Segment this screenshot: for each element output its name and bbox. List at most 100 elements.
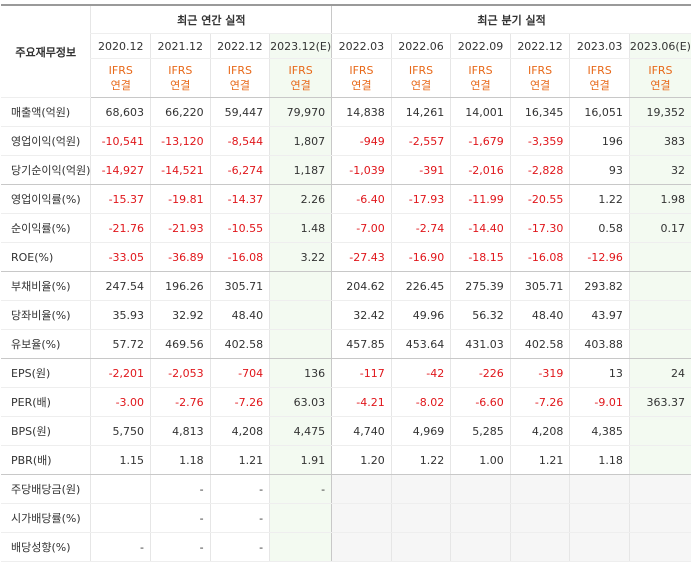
value-cell: 1.22 xyxy=(569,184,630,214)
standard-name: IFRS xyxy=(288,64,313,77)
value-cell: 43.97 xyxy=(569,300,630,330)
value-cell: 4,208 xyxy=(509,416,570,446)
value-cell: 93 xyxy=(569,155,630,185)
standard-name: IFRS xyxy=(108,64,133,77)
value-cell xyxy=(269,329,332,359)
value-cell: 32.42 xyxy=(331,300,392,330)
value-cell: 1.15 xyxy=(90,445,151,475)
data-row: BPS(원) 5,750 4,813 4,208 4,475 4,740 4,969 5,28… xyxy=(1,416,691,446)
value-cell: -3,359 xyxy=(509,126,570,156)
value-cell: 5,285 xyxy=(450,416,511,446)
value-cell: - xyxy=(209,474,270,504)
data-row: 당기순이익(억원) -14,927 -14,521 -6,274 1,187 -1,039… xyxy=(1,155,691,185)
value-cell: -226 xyxy=(450,358,511,388)
standard-basis: 연결 xyxy=(529,79,551,92)
standard-basis: 연결 xyxy=(351,79,372,92)
data-row: 주당배당금(원) - - - xyxy=(1,474,691,504)
standard-basis: 연결 xyxy=(229,79,250,92)
value-cell: 16,345 xyxy=(509,97,570,127)
row-label: 영업이익률(%) xyxy=(1,184,91,214)
value-cell: -36.89 xyxy=(150,242,211,272)
standard: IFRS 연결 xyxy=(390,58,451,98)
value-cell: 402.58 xyxy=(509,329,570,359)
value-cell: 383 xyxy=(628,126,691,156)
value-cell: 66,220 xyxy=(150,97,211,127)
value-cell: -319 xyxy=(509,358,570,388)
value-cell: 204.62 xyxy=(331,271,392,301)
value-cell xyxy=(331,474,392,504)
value-cell: 453.64 xyxy=(390,329,451,359)
data-row: 유보율(%) 57.72 469.56 402.58 457.85 453.64 431.0… xyxy=(1,329,691,359)
value-cell: 226.45 xyxy=(390,271,451,301)
row-label: 영업이익(억원) xyxy=(1,126,91,156)
period: 2023.12(E) xyxy=(269,33,332,59)
row-label: 주당배당금(원) xyxy=(1,474,91,504)
standard-name: IFRS xyxy=(587,64,612,77)
value-cell: 196 xyxy=(569,126,630,156)
standard: IFRS 연결 xyxy=(209,58,270,98)
value-cell: 4,208 xyxy=(209,416,270,446)
value-cell: 275.39 xyxy=(450,271,511,301)
value-cell: -14,521 xyxy=(150,155,211,185)
value-cell: 1.20 xyxy=(331,445,392,475)
data-row: 부채비율(%) 247.54 196.26 305.71 204.62 226.45 275… xyxy=(1,271,691,301)
value-cell: -42 xyxy=(390,358,451,388)
value-cell: -7.26 xyxy=(209,387,270,417)
row-label: BPS(원) xyxy=(1,416,91,446)
value-cell: -7.26 xyxy=(509,387,570,417)
value-cell: -27.43 xyxy=(331,242,392,272)
value-cell: -16.90 xyxy=(390,242,451,272)
value-cell xyxy=(628,271,691,301)
value-cell xyxy=(450,474,511,504)
value-cell: - xyxy=(90,532,151,562)
standard-basis: 연결 xyxy=(589,79,610,92)
value-cell: -4.21 xyxy=(331,387,392,417)
value-cell: 247.54 xyxy=(90,271,151,301)
value-cell: -3.00 xyxy=(90,387,151,417)
standard-name: IFRS xyxy=(408,64,434,77)
value-cell xyxy=(628,532,691,562)
value-cell: -2,201 xyxy=(90,358,151,388)
value-cell: 1.21 xyxy=(509,445,570,475)
value-cell: -16.08 xyxy=(209,242,270,272)
standard-name: IFRS xyxy=(468,64,493,77)
standard: IFRS 연결 xyxy=(450,58,511,98)
standard-basis: 연결 xyxy=(410,79,432,92)
value-cell: 59,447 xyxy=(209,97,270,127)
value-cell: 48.40 xyxy=(209,300,270,330)
standard: IFRS 연결 xyxy=(509,58,570,98)
value-cell: 4,740 xyxy=(331,416,392,446)
row-label: 당좌비율(%) xyxy=(1,300,91,330)
value-cell: 57.72 xyxy=(90,329,151,359)
value-cell: 363.37 xyxy=(628,387,691,417)
period: 2021.12 xyxy=(150,33,211,59)
value-cell: 16,051 xyxy=(569,97,630,127)
standard: IFRS 연결 xyxy=(90,58,151,98)
value-cell: -19.81 xyxy=(150,184,211,214)
value-cell xyxy=(390,474,451,504)
value-cell: 32 xyxy=(628,155,691,185)
value-cell: 2.26 xyxy=(269,184,332,214)
value-cell: 4,475 xyxy=(269,416,332,446)
value-cell: 14,261 xyxy=(390,97,451,127)
value-cell xyxy=(628,329,691,359)
value-cell: 1.91 xyxy=(269,445,332,475)
row-label: 부채비율(%) xyxy=(1,271,91,301)
value-cell: 14,001 xyxy=(450,97,511,127)
value-cell: 469.56 xyxy=(150,329,211,359)
value-cell: -2.76 xyxy=(150,387,211,417)
row-label: 시가배당률(%) xyxy=(1,503,91,533)
value-cell: 24 xyxy=(628,358,691,388)
value-cell: - xyxy=(209,503,270,533)
value-cell: -6.40 xyxy=(331,184,392,214)
value-cell: - xyxy=(150,503,211,533)
value-cell xyxy=(390,503,451,533)
standard-name: IFRS xyxy=(349,64,374,77)
value-cell: 1.48 xyxy=(269,213,332,243)
period: 2022.03 xyxy=(331,33,392,59)
value-cell xyxy=(569,474,630,504)
value-cell xyxy=(628,416,691,446)
standard-name: IFRS xyxy=(648,64,673,77)
period: 2023.06(E) xyxy=(628,33,691,59)
value-cell: -9.01 xyxy=(569,387,630,417)
